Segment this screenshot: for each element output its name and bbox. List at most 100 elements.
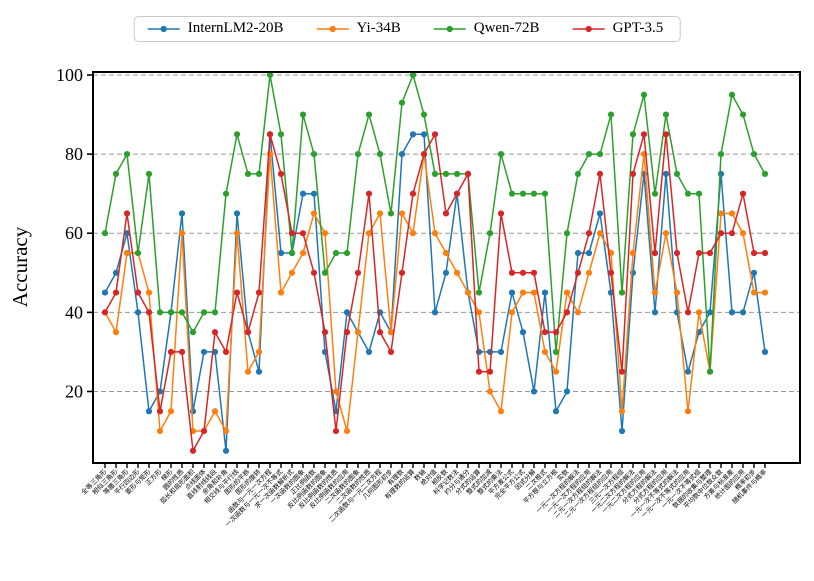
point-Yi-34B	[574, 309, 582, 316]
point-GPT-3.5	[618, 368, 626, 375]
point-GPT-3.5	[519, 269, 527, 276]
point-Yi-34B	[343, 427, 351, 435]
point-Qwen-72B	[343, 249, 351, 257]
point-GPT-3.5	[266, 131, 274, 138]
point-Qwen-72B	[189, 329, 197, 336]
point-InternLM2-20B	[255, 368, 263, 375]
point-Qwen-72B	[409, 71, 417, 79]
point-InternLM2-20B	[728, 309, 736, 316]
point-Qwen-72B	[299, 111, 307, 118]
point-Qwen-72B	[255, 170, 263, 177]
point-Yi-34B	[409, 230, 417, 237]
legend-swatch-icon	[572, 25, 605, 32]
point-InternLM2-20B	[508, 289, 516, 296]
point-GPT-3.5	[299, 230, 307, 237]
point-Yi-34B	[332, 388, 340, 395]
point-GPT-3.5	[464, 170, 472, 177]
point-GPT-3.5	[134, 289, 142, 296]
point-InternLM2-20B	[233, 210, 241, 217]
point-Qwen-72B	[365, 111, 373, 118]
point-Yi-34B	[453, 269, 461, 276]
legend-item-Qwen-72B: Qwen-72B	[433, 20, 540, 37]
y-axis-label: Accuracy	[8, 226, 32, 308]
y-tick-label: 100	[56, 65, 83, 85]
legend-label: Yi-34B	[356, 20, 401, 36]
point-Yi-34B	[222, 427, 230, 435]
point-Yi-34B	[321, 230, 329, 237]
point-InternLM2-20B	[475, 348, 483, 356]
point-Yi-34B	[112, 329, 120, 336]
point-Qwen-72B	[684, 190, 692, 197]
point-InternLM2-20B	[101, 289, 109, 296]
point-Yi-34B	[354, 329, 362, 336]
y-tick-label: 20	[65, 381, 83, 401]
point-Qwen-72B	[112, 170, 120, 177]
point-GPT-3.5	[640, 131, 648, 138]
legend-label: InternLM2-20B	[187, 20, 284, 36]
point-Qwen-72B	[244, 170, 252, 177]
point-InternLM2-20B	[706, 309, 714, 316]
point-Yi-34B	[475, 309, 483, 316]
point-Yi-34B	[376, 210, 384, 217]
point-Yi-34B	[728, 210, 736, 217]
point-Qwen-72B	[475, 289, 483, 296]
point-Qwen-72B	[607, 111, 615, 118]
point-InternLM2-20B	[541, 289, 549, 296]
point-GPT-3.5	[189, 447, 197, 454]
point-Qwen-72B	[321, 269, 329, 276]
point-Qwen-72B	[200, 309, 208, 316]
point-GPT-3.5	[629, 170, 637, 177]
point-InternLM2-20B	[409, 131, 417, 138]
point-InternLM2-20B	[123, 230, 131, 237]
y-tick-label: 40	[65, 302, 83, 322]
legend-item-Yi-34B: Yi-34B	[316, 20, 401, 37]
point-GPT-3.5	[244, 329, 252, 336]
point-GPT-3.5	[420, 151, 428, 158]
point-Qwen-72B	[354, 151, 362, 158]
point-Yi-34B	[673, 289, 681, 296]
point-GPT-3.5	[409, 190, 417, 197]
series-line-InternLM2-20B	[101, 131, 769, 454]
point-Qwen-72B	[277, 131, 285, 138]
point-Qwen-72B	[761, 170, 769, 177]
point-GPT-3.5	[442, 210, 450, 217]
point-Qwen-72B	[673, 170, 681, 177]
point-Qwen-72B	[233, 131, 241, 138]
point-Yi-34B	[684, 408, 692, 415]
point-Qwen-72B	[739, 111, 747, 118]
point-GPT-3.5	[684, 309, 692, 316]
point-Yi-34B	[541, 348, 549, 356]
point-GPT-3.5	[453, 190, 461, 197]
point-Qwen-72B	[596, 151, 604, 158]
point-Yi-34B	[310, 210, 318, 217]
point-InternLM2-20B	[431, 309, 439, 316]
point-Yi-34B	[596, 230, 604, 237]
point-Yi-34B	[530, 289, 538, 296]
legend-label: Qwen-72B	[473, 20, 540, 36]
point-InternLM2-20B	[552, 408, 560, 415]
point-Yi-34B	[299, 249, 307, 257]
point-GPT-3.5	[750, 249, 758, 257]
point-Yi-34B	[398, 210, 406, 217]
point-Qwen-72B	[420, 111, 428, 118]
series-line-Qwen-72B	[101, 71, 769, 375]
point-Yi-34B	[365, 230, 373, 237]
point-GPT-3.5	[717, 230, 725, 237]
point-InternLM2-20B	[310, 190, 318, 197]
point-Qwen-72B	[101, 230, 109, 237]
point-Yi-34B	[464, 289, 472, 296]
point-GPT-3.5	[695, 249, 703, 257]
point-Qwen-72B	[574, 170, 582, 177]
point-GPT-3.5	[211, 329, 219, 336]
point-Qwen-72B	[222, 190, 230, 197]
point-InternLM2-20B	[717, 170, 725, 177]
point-GPT-3.5	[321, 329, 329, 336]
point-GPT-3.5	[431, 131, 439, 138]
point-GPT-3.5	[387, 348, 395, 356]
point-Qwen-72B	[717, 151, 725, 158]
point-GPT-3.5	[200, 427, 208, 435]
point-Qwen-72B	[266, 71, 274, 79]
legend-label: GPT-3.5	[612, 20, 664, 36]
legend-swatch-icon	[316, 25, 349, 32]
